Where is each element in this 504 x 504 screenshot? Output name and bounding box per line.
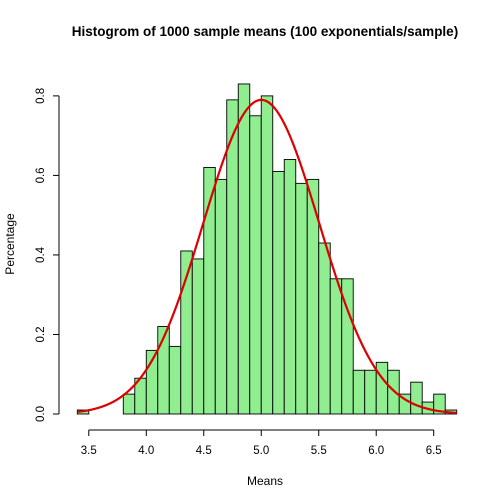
y-axis-label: Percentage xyxy=(3,213,17,275)
y-tick-label: 0.4 xyxy=(35,246,47,263)
density-curve xyxy=(77,98,457,415)
histogram-bar xyxy=(122,393,136,415)
y-tick-label: 0.0 xyxy=(35,406,47,422)
histogram-bar xyxy=(295,182,308,415)
histogram-bar xyxy=(272,170,285,415)
chart-title: Histogrom of 1000 sample means (100 expo… xyxy=(72,24,458,39)
histogram-bar xyxy=(191,258,205,415)
histogram-bar xyxy=(364,369,377,415)
x-tick-label: 6.5 xyxy=(426,445,442,457)
histogram-bar xyxy=(318,242,331,415)
histogram-bar xyxy=(410,381,423,415)
x-tick-label: 4.0 xyxy=(138,445,154,457)
x-axis: 3.5 4.0 4.5 5.0 5.5 6.0 6.5 xyxy=(81,429,442,457)
bars-group xyxy=(76,83,458,415)
x-tick-label: 4.5 xyxy=(196,445,212,457)
y-tick-label: 0.2 xyxy=(35,326,47,342)
histogram-bar xyxy=(375,361,389,415)
x-tick-label: 3.5 xyxy=(81,445,97,457)
y-tick-label: 0.6 xyxy=(35,167,47,183)
histogram-bar xyxy=(283,159,297,415)
histogram-bar xyxy=(260,95,274,415)
x-tick-label: 5.5 xyxy=(311,445,327,457)
y-axis: 0.0 0.2 0.4 0.6 0.8 xyxy=(35,88,60,422)
histogram-bar xyxy=(329,278,343,415)
histogram-bar xyxy=(352,369,366,415)
y-tick-label: 0.8 xyxy=(35,88,47,104)
histogram-bar xyxy=(249,115,262,415)
histogram-bar xyxy=(341,278,354,415)
x-tick-label: 6.0 xyxy=(368,445,384,457)
histogram-bar xyxy=(433,393,446,415)
histogram-bar xyxy=(387,369,400,415)
x-axis-label: Means xyxy=(247,474,283,488)
histogram-bar xyxy=(214,178,228,415)
x-tick-label: 5.0 xyxy=(253,445,269,457)
histogram-bar xyxy=(168,345,182,415)
histogram-bar xyxy=(237,83,251,415)
